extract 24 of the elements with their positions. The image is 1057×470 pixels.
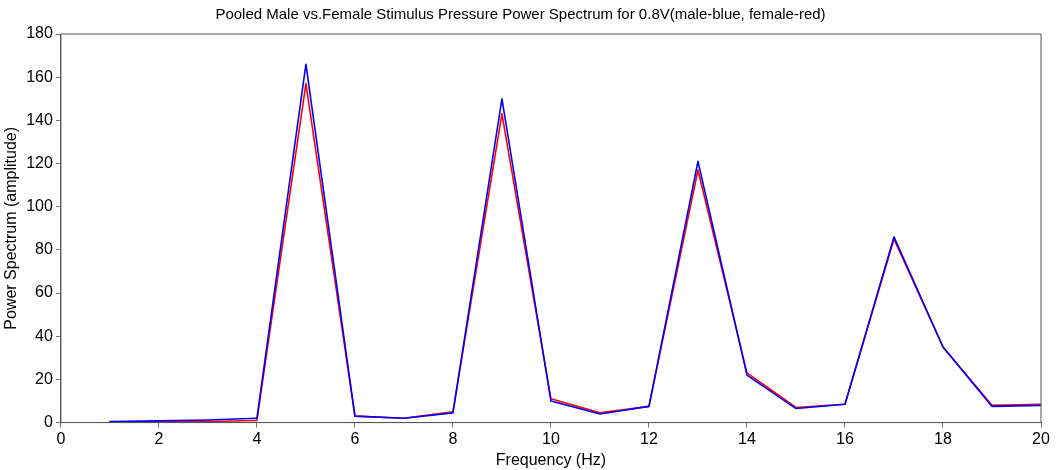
x-tick-label: 14	[738, 429, 756, 447]
x-tick-label: 18	[934, 429, 952, 447]
y-axis-title: Power Spectrum (amplitude)	[2, 126, 20, 330]
y-tick-label: 100	[26, 197, 53, 215]
y-tick-label: 140	[26, 110, 53, 128]
y-tick-label: 180	[26, 24, 53, 42]
x-tick-label: 20	[1032, 429, 1050, 447]
x-tick-label: 8	[448, 429, 458, 447]
y-tick-label: 40	[35, 326, 53, 344]
y-tick-label: 60	[35, 283, 53, 301]
chart-title: Pooled Male vs.Female Stimulus Pressure Power Spectrum for 0.8V(male-blue, female-red)	[215, 5, 826, 23]
x-axis-title: Frequency (Hz)	[495, 450, 607, 468]
x-tick-label: 10	[542, 429, 560, 447]
y-tick-label: 120	[26, 153, 53, 171]
y-tick-label: 0	[43, 413, 53, 431]
x-tick-label: 4	[252, 429, 262, 447]
y-tick-label: 80	[35, 240, 53, 258]
x-tick-label: 16	[836, 429, 854, 447]
y-tick-label: 20	[35, 369, 53, 387]
x-tick-label: 12	[640, 429, 658, 447]
x-tick-label: 6	[350, 429, 360, 447]
x-tick-label: 2	[154, 429, 164, 447]
y-tick-label: 160	[26, 67, 53, 85]
x-tick-label: 0	[56, 429, 66, 447]
